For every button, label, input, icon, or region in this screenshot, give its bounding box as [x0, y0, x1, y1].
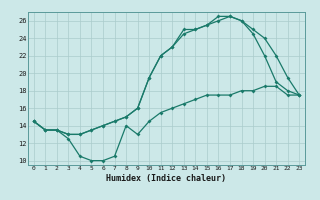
X-axis label: Humidex (Indice chaleur): Humidex (Indice chaleur) — [107, 174, 227, 183]
